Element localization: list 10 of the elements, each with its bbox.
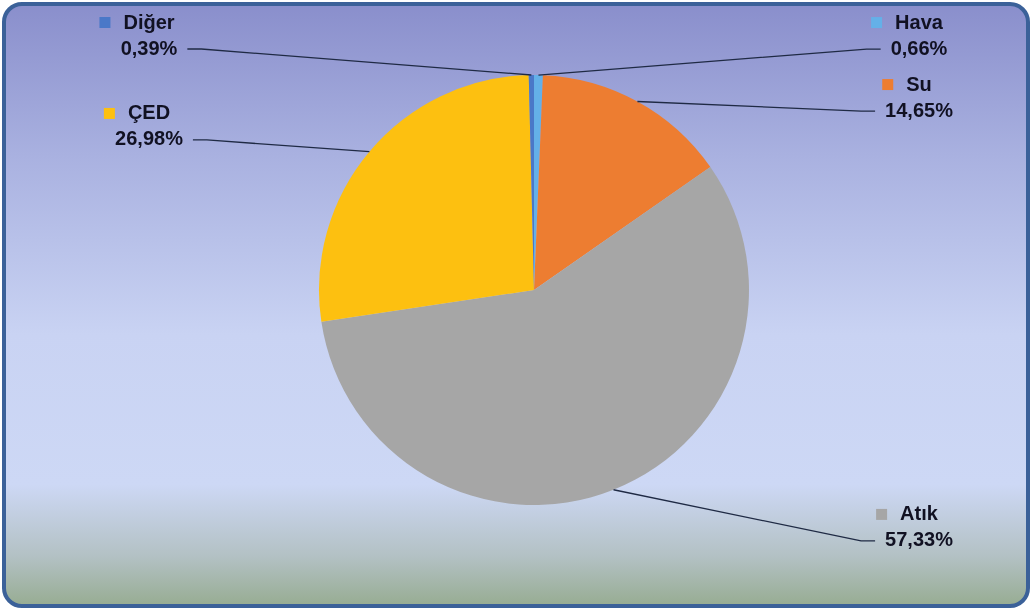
data-label: 14,65% <box>885 98 954 121</box>
data-label: 26,98% <box>115 127 184 150</box>
legend-label: Hava <box>895 10 944 33</box>
legend-label: Su <box>906 72 932 95</box>
legend-label: ÇED <box>127 101 171 124</box>
data-label: 0,39% <box>120 36 178 59</box>
data-label: 57,33% <box>885 528 954 551</box>
data-label: 0,66% <box>890 36 948 59</box>
legend-label: Diğer <box>123 10 175 33</box>
legend-label: Atık <box>900 502 939 525</box>
